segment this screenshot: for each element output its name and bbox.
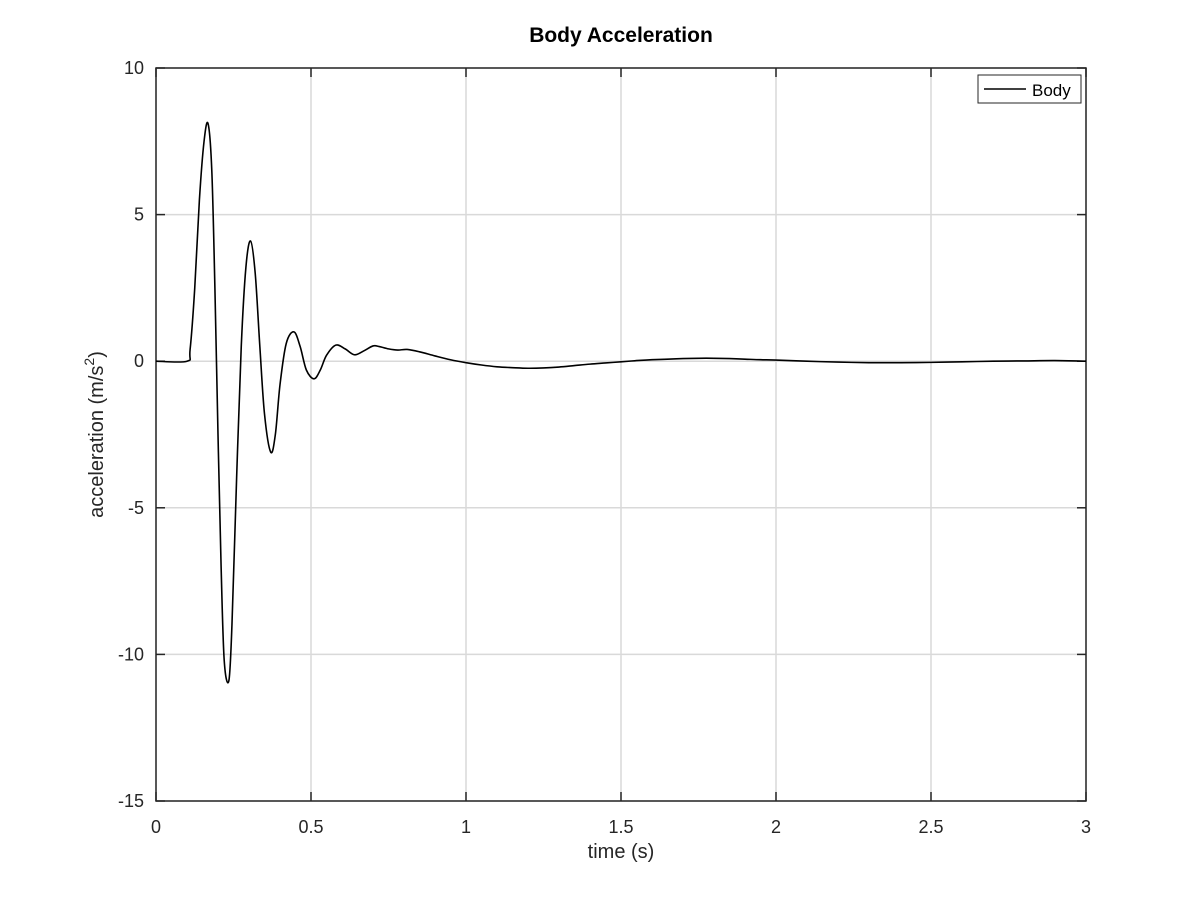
y-tick-label: 10 (124, 58, 144, 78)
y-tick-label: -15 (118, 791, 144, 811)
x-tick-label: 2.5 (918, 817, 943, 837)
x-tick-label: 3 (1081, 817, 1091, 837)
y-axis-label-main: acceleration (m/s (86, 366, 108, 518)
chart-title: Body Acceleration (529, 24, 713, 47)
y-axis-label: acceleration (m/s2) (81, 351, 108, 518)
y-tick-label: -10 (118, 644, 144, 664)
y-tick-label: 5 (134, 205, 144, 225)
x-tick-label: 1.5 (608, 817, 633, 837)
legend-entry-label: Body (1032, 81, 1071, 100)
x-tick-label: 0 (151, 817, 161, 837)
tick-layer: 0 0.5 1 1.5 2 2.5 3 -15 -10 -5 0 5 10 (118, 58, 1091, 837)
series-line-body (155, 121, 1087, 684)
legend: Body (977, 74, 1082, 104)
y-axis-label-close: ) (86, 351, 108, 358)
y-tick-label: 0 (134, 351, 144, 371)
x-tick-label: 2 (771, 817, 781, 837)
x-tick-label: 0.5 (298, 817, 323, 837)
y-tick-label: -5 (128, 498, 144, 518)
x-axis-label: time (s) (588, 841, 655, 863)
y-axis-label-superscript: 2 (81, 358, 97, 366)
x-tick-label: 1 (461, 817, 471, 837)
series-layer (155, 121, 1087, 684)
grid-layer (155, 67, 1087, 802)
